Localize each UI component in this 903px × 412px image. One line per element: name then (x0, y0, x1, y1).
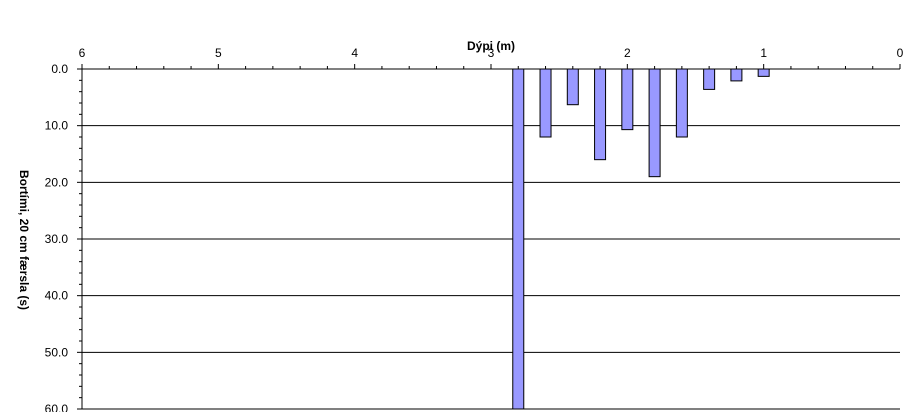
x-tick-label: 6 (79, 46, 86, 60)
bar (648, 68, 661, 178)
bar (566, 68, 579, 106)
bar (594, 68, 607, 161)
y-tick-label: 20.0 (45, 175, 69, 189)
bar (730, 68, 743, 82)
y-tick-label: 40.0 (45, 289, 69, 303)
x-tick-label: 2 (624, 46, 631, 60)
bar (675, 68, 688, 138)
bar (703, 68, 716, 90)
x-tick-label: 4 (351, 46, 358, 60)
y-tick-label: 10.0 (45, 119, 69, 133)
x-tick-label: 0 (897, 46, 903, 60)
y-tick-label: 0.0 (51, 62, 68, 76)
bar (757, 68, 770, 77)
y-tick-label: 30.0 (45, 232, 69, 246)
y-tick-label: 50.0 (45, 345, 69, 359)
gridlines (82, 125, 900, 410)
axes (77, 64, 901, 410)
x-tick-label: 3 (488, 46, 495, 60)
y-tick-label: 60.0 (45, 402, 69, 412)
tick-labels: 6 5 4 3 2 1 0 0.0 10.0 20.0 30.0 40.0 50.0 60.0 (45, 46, 903, 412)
bar (621, 68, 634, 131)
bar (539, 68, 552, 138)
y-axis-title: Bortími, 20 cm færsla (s) (17, 170, 31, 310)
x-tick-label: 5 (215, 46, 222, 60)
x-axis-title: Dýpi (m) (467, 39, 515, 53)
x-tick-label: 1 (760, 46, 767, 60)
bar (512, 68, 525, 410)
